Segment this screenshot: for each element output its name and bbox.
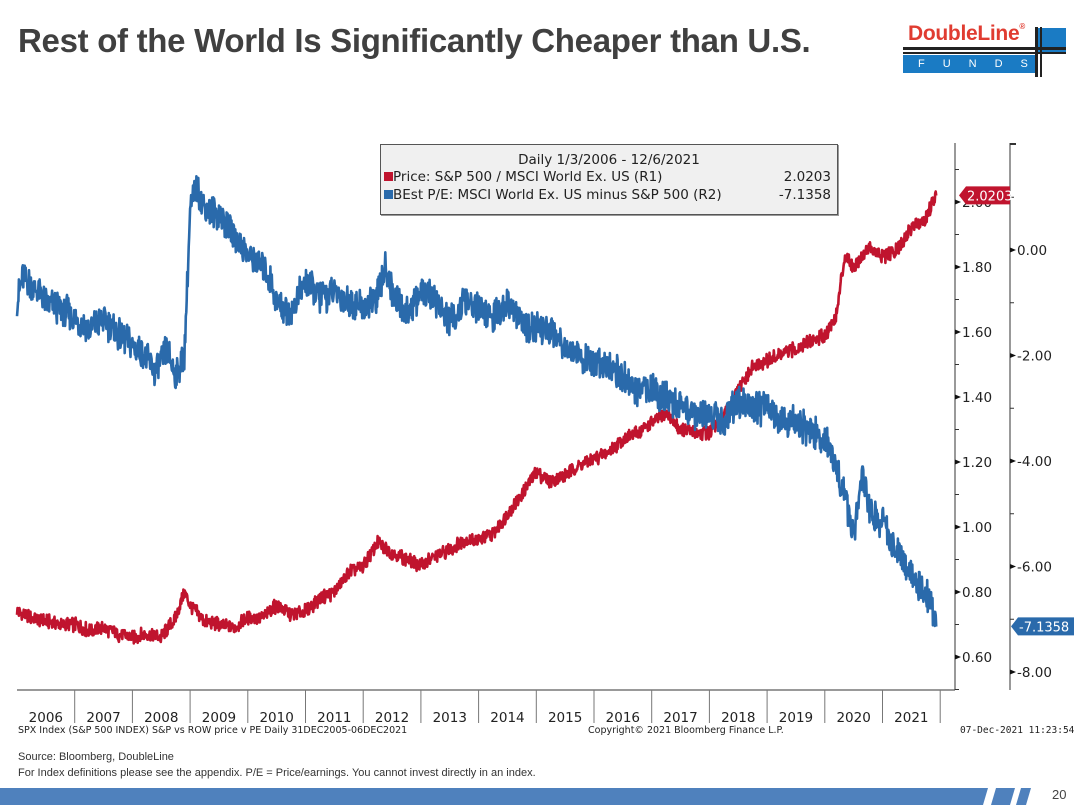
r2-axis: 0.00 -2.00 -4.00 -6.00 -8.00 xyxy=(1010,196,1052,681)
x-tick-label: 2019 xyxy=(779,710,813,726)
x-tick-label: 2020 xyxy=(836,710,870,726)
x-tick-label: 2015 xyxy=(548,710,582,726)
r1-tick xyxy=(955,654,961,660)
r1-last-value-text: 2.0203 xyxy=(967,189,1013,204)
r1-tick-label: 0.60 xyxy=(962,650,992,666)
pe-diff-line xyxy=(15,175,938,628)
r1-tick xyxy=(955,589,961,595)
legend-item-price: Price: S&P 500 / MSCI World Ex. US (R1) … xyxy=(381,168,837,186)
legend-label: Price: S&P 500 / MSCI World Ex. US (R1) xyxy=(393,169,663,185)
r2-tick-label: -6.00 xyxy=(1017,560,1052,576)
legend-item-pe: BEst P/E: MSCI World Ex. US minus S&P 50… xyxy=(381,186,837,204)
copyright-text: Copyright© 2021 Bloomberg Finance L.P. xyxy=(588,725,784,736)
r1-axis: 0.600.801.001.201.401.601.802.00 xyxy=(955,169,992,690)
r2-last-value-text: -7.1358 xyxy=(1019,620,1069,635)
disclaimer-line: For Index definitions please see the app… xyxy=(18,767,536,779)
logo-line xyxy=(903,47,1066,50)
logo-line xyxy=(1035,27,1038,77)
last-value-tags: 2.0203 -7.1358 xyxy=(959,186,1074,636)
r2-tick-label: 0.00 xyxy=(1017,243,1047,259)
x-tick-label: 2006 xyxy=(29,710,63,726)
footer-bar-accent xyxy=(1016,788,1031,805)
x-tick-label: 2018 xyxy=(721,710,755,726)
legend-swatch-red xyxy=(384,172,393,181)
footer-bar-accents xyxy=(991,788,1031,805)
r1-tick xyxy=(955,394,961,400)
legend-title: Daily 1/3/2006 - 12/6/2021 xyxy=(518,152,700,168)
r1-tick-label: 1.40 xyxy=(962,390,992,406)
logo-word-text: DoubleLine xyxy=(908,22,1020,45)
x-tick-label: 2012 xyxy=(375,710,409,726)
r1-tick-label: 1.60 xyxy=(962,325,992,341)
legend-value: 2.0203 xyxy=(783,169,831,185)
timestamp: 07-Dec-2021 11:23:54 xyxy=(960,725,1075,736)
r1-last-value-tag xyxy=(959,186,1010,205)
source-line: Source: Bloomberg, DoubleLine xyxy=(18,751,174,763)
footer-bar-accent xyxy=(991,788,1015,805)
chart-legend: Daily 1/3/2006 - 12/6/2021 Price: S&P 50… xyxy=(380,144,838,215)
x-tick-label: 2011 xyxy=(317,710,351,726)
r2-tick xyxy=(1010,353,1016,358)
r1-tick xyxy=(955,329,961,335)
doubleline-logo: DoubleLine® FUNDS xyxy=(900,22,1070,82)
footer-bar-main xyxy=(0,788,988,805)
r1-tick-label: 1.80 xyxy=(962,260,992,276)
x-tick-label: 2016 xyxy=(606,710,640,726)
x-tick-label: 2007 xyxy=(86,710,120,726)
r1-tick xyxy=(955,524,961,530)
x-tick-label: 2017 xyxy=(663,710,697,726)
x-tick-label: 2010 xyxy=(259,710,293,726)
r1-tick xyxy=(955,459,961,465)
r2-last-value-tag xyxy=(1011,617,1074,636)
r2-tick xyxy=(1010,247,1016,253)
x-tick-label: 2008 xyxy=(144,710,178,726)
r1-tick-label: 0.80 xyxy=(962,585,992,601)
legend-swatch-blue xyxy=(384,190,393,199)
logo-line xyxy=(903,52,1066,54)
price-ratio-line xyxy=(15,190,938,645)
r2-tick-label: -2.00 xyxy=(1017,349,1052,365)
x-tick-label: 2021 xyxy=(894,710,928,726)
r2-tick xyxy=(1010,564,1016,569)
legend-label: BEst P/E: MSCI World Ex. US minus S&P 50… xyxy=(393,187,722,203)
bloomberg-caption: SPX Index (S&P 500 INDEX) S&P vs ROW pri… xyxy=(18,725,408,736)
r1-tick xyxy=(955,264,961,270)
logo-registered-mark: ® xyxy=(1019,22,1025,31)
page-number: 20 xyxy=(1052,787,1067,802)
x-tick-label: 2009 xyxy=(202,710,236,726)
logo-wordmark: DoubleLine® xyxy=(908,22,1025,46)
x-tick-label: 2013 xyxy=(433,710,467,726)
r2-tick-label: -4.00 xyxy=(1017,454,1052,470)
r2-tick xyxy=(1010,458,1016,464)
r2-tick-label: -8.00 xyxy=(1017,665,1052,681)
footer-bar xyxy=(0,788,988,805)
series-layer xyxy=(15,175,938,645)
source-notes: Source: Bloomberg, DoubleLine For Index … xyxy=(18,749,536,781)
logo-funds-band: FUNDS xyxy=(903,55,1035,73)
legend-value: -7.1358 xyxy=(778,187,831,203)
x-tick-label: 2014 xyxy=(490,710,524,726)
r1-tick-label: 1.00 xyxy=(962,520,992,536)
page-title: Rest of the World Is Significantly Cheap… xyxy=(18,22,811,59)
x-axis: 2006 2007 2008 2009 2010 2011 2012 2013 2014 2015… xyxy=(29,690,941,726)
r1-tick xyxy=(955,199,961,205)
chart-frame xyxy=(17,143,1016,691)
logo-line xyxy=(1040,27,1042,77)
r2-tick xyxy=(1010,669,1016,675)
r1-tick-label: 1.20 xyxy=(962,455,992,471)
